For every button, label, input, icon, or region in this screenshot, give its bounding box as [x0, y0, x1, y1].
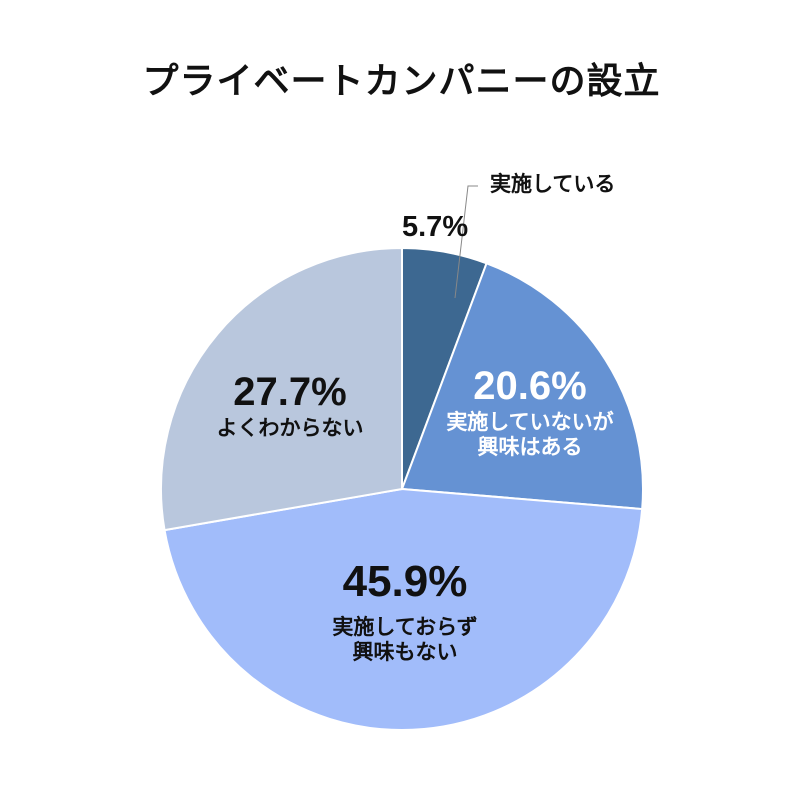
slice-category: よくわからない [216, 416, 364, 440]
slice-category: 興味もない [352, 639, 458, 664]
slice-value: 27.7% [233, 370, 347, 414]
slice-label-not-interested: 45.9% 実施しておらず 興味もない [290, 556, 520, 665]
slice-label-interested: 20.6% 実施していないが 興味はある [425, 362, 635, 460]
slice-category: 実施しておらず [332, 614, 478, 639]
pie-slice [160, 246, 403, 532]
pie-slice [400, 262, 644, 511]
slice-label-implementing: 実施している [490, 172, 616, 196]
pie-slice [163, 487, 644, 731]
slice-category: 実施していないが [446, 410, 614, 434]
slice-value: 20.6% [473, 364, 587, 408]
slice-value-implementing: 5.7% [402, 211, 469, 243]
slice-value: 45.9% [342, 557, 468, 606]
leader-line [454, 185, 478, 299]
slice-category: 興味はある [477, 435, 583, 460]
slice-label-unknown: 27.7% よくわからない [195, 368, 385, 441]
chart-title: プライベートカンパニーの設立 [142, 61, 661, 102]
